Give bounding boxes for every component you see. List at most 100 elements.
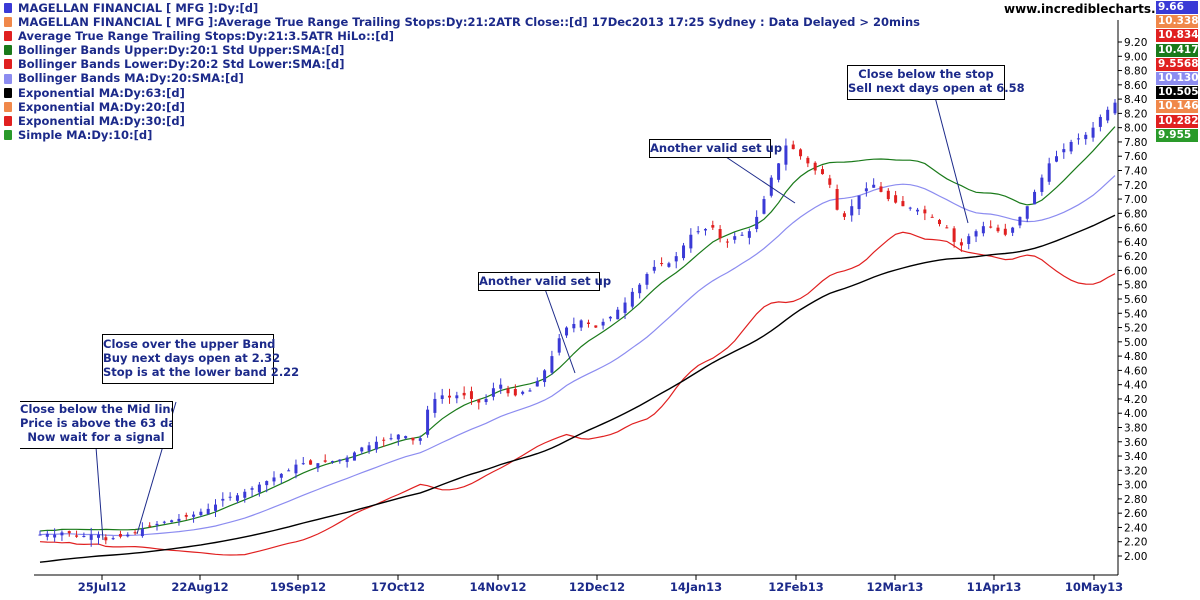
annotation-line: Another valid set up bbox=[479, 274, 612, 288]
candle-body bbox=[155, 523, 159, 526]
candle-body bbox=[1025, 206, 1029, 219]
candle-body bbox=[630, 291, 634, 307]
annotation-setup-2: Another valid set up bbox=[649, 139, 783, 158]
y-tick-label: 9.00 bbox=[1124, 51, 1147, 63]
legend-swatch bbox=[4, 101, 12, 112]
price-value-box: 9.5568 bbox=[1156, 57, 1199, 71]
candle-body bbox=[404, 436, 408, 439]
candle-body bbox=[799, 149, 803, 157]
legend-swatch bbox=[4, 87, 12, 98]
x-tick-label: 25Jul12 bbox=[78, 580, 126, 594]
candle-body bbox=[872, 184, 876, 188]
annotation-leader bbox=[934, 96, 969, 224]
legend-item[interactable]: MAGELLAN FINANCIAL [ MFG ]:Average True … bbox=[4, 15, 920, 29]
candle-body bbox=[448, 395, 452, 398]
candle-body bbox=[126, 534, 130, 537]
candle-body bbox=[959, 242, 963, 246]
legend-label: Exponential MA:Dy:20:[d] bbox=[18, 99, 185, 114]
y-tick-label: 4.40 bbox=[1124, 380, 1147, 392]
candle-body bbox=[440, 395, 444, 399]
candle-body bbox=[879, 186, 883, 192]
annotation-leader bbox=[544, 288, 576, 374]
candle-body bbox=[623, 302, 627, 313]
legend-swatch bbox=[4, 3, 12, 14]
candle-body bbox=[499, 384, 503, 389]
annotation-leader bbox=[725, 156, 796, 204]
candle-body bbox=[850, 206, 854, 216]
candle-body bbox=[916, 209, 920, 212]
candle-body bbox=[257, 484, 261, 493]
legend-item[interactable]: MAGELLAN FINANCIAL [ MFG ]:Dy:[d] bbox=[4, 1, 920, 15]
candle-body bbox=[550, 356, 554, 373]
y-tick-label: 6.80 bbox=[1124, 208, 1147, 220]
candle-body bbox=[513, 389, 517, 396]
candle-body bbox=[565, 327, 569, 336]
y-tick-label: 4.80 bbox=[1124, 351, 1147, 363]
site-watermark[interactable]: www.incrediblecharts.com bbox=[1004, 2, 1184, 16]
annotation-leader bbox=[95, 446, 104, 541]
y-tick-label: 7.60 bbox=[1124, 151, 1147, 163]
candle-body bbox=[199, 511, 203, 516]
legend-swatch bbox=[4, 17, 12, 28]
candle-body bbox=[455, 395, 459, 399]
candle-body bbox=[484, 398, 488, 403]
candle-body bbox=[820, 169, 824, 175]
candle-body bbox=[937, 219, 941, 225]
y-tick-label: 2.00 bbox=[1124, 551, 1147, 563]
candle-body bbox=[382, 439, 386, 441]
annotation-line: Another valid set up bbox=[650, 141, 783, 155]
legend-item[interactable]: Bollinger Bands MA:Dy:20:SMA:[d] bbox=[4, 71, 920, 85]
legend-item[interactable]: Average True Range Trailing Stops:Dy:21:… bbox=[4, 29, 920, 43]
candle-body bbox=[316, 463, 320, 469]
annotation-buy-signal: Close over the upper Band Buy next days … bbox=[102, 334, 299, 384]
candle-body bbox=[718, 229, 722, 239]
price-value-box: 10.1469 bbox=[1156, 100, 1200, 114]
candle-body bbox=[755, 216, 759, 230]
legend-swatch bbox=[4, 31, 12, 42]
legend-swatch bbox=[4, 73, 12, 84]
x-axis-ticks: 25Jul12 22Aug12 19Sep12 17Oct12 14Nov12 12Dec… bbox=[78, 575, 1123, 594]
candle-body bbox=[250, 488, 254, 490]
candle-body bbox=[272, 477, 276, 482]
y-tick-label: 4.60 bbox=[1124, 365, 1147, 377]
legend-item[interactable]: Bollinger Bands Upper:Dy:20:1 Std Upper:… bbox=[4, 43, 920, 57]
y-tick-label: 7.00 bbox=[1124, 194, 1147, 206]
y-tick-label: 7.80 bbox=[1124, 137, 1147, 149]
candle-body bbox=[1018, 216, 1022, 226]
candle-body bbox=[53, 534, 57, 538]
legend-swatch bbox=[4, 129, 12, 140]
candle-body bbox=[784, 145, 788, 165]
legend-label: Exponential MA:Dy:63:[d] bbox=[18, 85, 185, 100]
candle-body bbox=[886, 190, 890, 200]
candle-body bbox=[557, 338, 561, 353]
y-tick-label: 8.80 bbox=[1124, 66, 1147, 78]
y-tick-label: 3.00 bbox=[1124, 480, 1147, 492]
legend-label: Simple MA:Dy:10:[d] bbox=[18, 127, 153, 142]
candle-body bbox=[806, 157, 810, 164]
candle-body bbox=[894, 195, 898, 203]
legend-item[interactable]: Exponential MA:Dy:63:[d] bbox=[4, 86, 920, 100]
candle-body bbox=[864, 188, 868, 192]
candle-body bbox=[594, 325, 598, 328]
legend-label: Average True Range Trailing Stops:Dy:21:… bbox=[18, 29, 395, 44]
candle-body bbox=[930, 216, 934, 218]
candle-body bbox=[323, 460, 327, 462]
legend-item[interactable]: Exponential MA:Dy:20:[d] bbox=[4, 100, 920, 114]
legend-item[interactable]: Simple MA:Dy:10:[d] bbox=[4, 128, 920, 142]
candle-body bbox=[1113, 102, 1117, 114]
legend-item[interactable]: Exponential MA:Dy:30:[d] bbox=[4, 114, 920, 128]
y-tick-label: 2.40 bbox=[1124, 522, 1147, 534]
y-tick-label: 3.20 bbox=[1124, 465, 1147, 477]
y-tick-label: 2.60 bbox=[1124, 508, 1147, 520]
candle-body bbox=[660, 263, 664, 265]
candle-body bbox=[996, 227, 1000, 232]
candle-body bbox=[682, 245, 686, 259]
candle-body bbox=[67, 531, 71, 534]
candle-body bbox=[206, 508, 210, 514]
candle-body bbox=[528, 390, 532, 392]
legend-item[interactable]: Bollinger Bands Lower:Dy:20:2 Std Lower:… bbox=[4, 57, 920, 71]
legend-label: Bollinger Bands Lower:Dy:20:2 Std Lower:… bbox=[18, 57, 345, 72]
candle-body bbox=[674, 256, 678, 262]
candle-body bbox=[1106, 109, 1110, 121]
y-tick-label: 7.40 bbox=[1124, 166, 1147, 178]
